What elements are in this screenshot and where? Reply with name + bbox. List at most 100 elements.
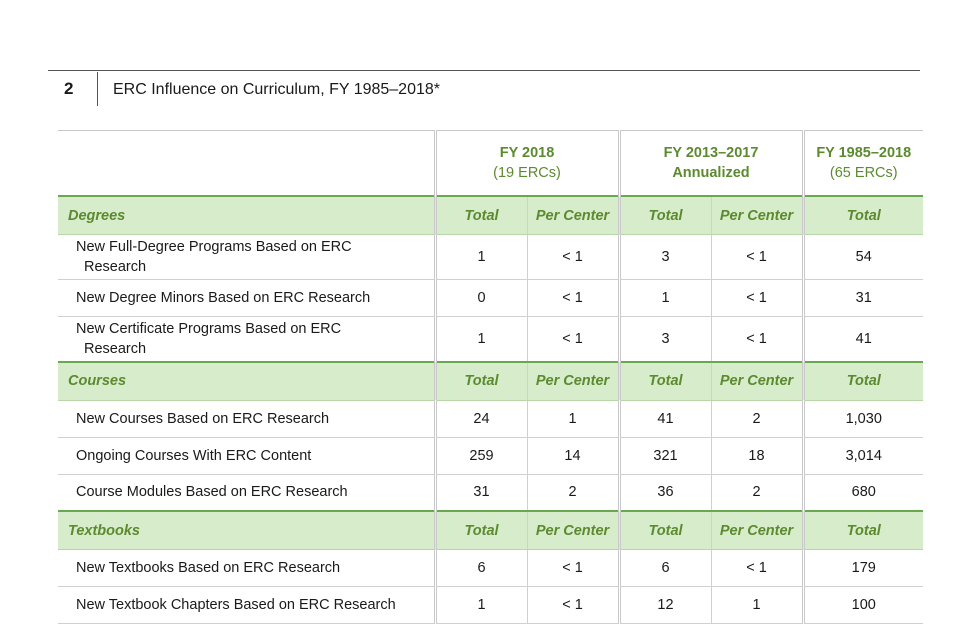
cell-value: 2 — [710, 400, 803, 438]
cell-value: 321 — [617, 437, 711, 475]
header-fy2013-line2: Annualized — [672, 165, 750, 181]
cell-value: 41 — [801, 316, 923, 362]
cell-value: 3 — [617, 316, 711, 362]
cell-value: 1,030 — [801, 400, 923, 438]
subheader-total: Total — [617, 195, 711, 235]
cell-value: 680 — [801, 474, 923, 512]
cell-value: 6 — [433, 549, 527, 587]
subheader-per-center: Per Center — [710, 510, 803, 550]
section-header-row: Textbooks Total Per Center Total Per Center T… — [58, 510, 923, 550]
cell-value: 1 — [710, 586, 803, 624]
row-label: Course Modules Based on ERC Research — [58, 474, 435, 512]
curriculum-table: FY 2018 (19 ERCs) FY 2013–2017 Annualize… — [58, 130, 923, 624]
cell-value: 3,014 — [801, 437, 923, 475]
cell-value: 1 — [433, 234, 527, 280]
cell-value: 54 — [801, 234, 923, 280]
row-label: New Certificate Programs Based on ERC Res… — [58, 316, 435, 362]
subheader-total: Total — [433, 510, 527, 550]
subheader-total: Total — [617, 360, 711, 401]
table-row: Course Modules Based on ERC Research 31 2 3… — [58, 474, 923, 512]
cell-value: 18 — [710, 437, 803, 475]
row-label-line2: Research — [84, 340, 147, 357]
header-fy1985-line1: FY 1985–2018 — [816, 145, 912, 161]
cell-value: 41 — [617, 400, 711, 438]
subheader-per-center: Per Center — [710, 360, 803, 401]
cell-value: 31 — [801, 279, 923, 317]
figure-number: 2 — [48, 72, 98, 106]
row-label-line1: New Textbooks Based on ERC Research — [76, 560, 341, 576]
row-label-line1: Ongoing Courses With ERC Content — [76, 447, 312, 464]
row-label-line1: Course Modules Based on ERC Research — [76, 484, 348, 501]
header-fy1985: FY 1985–2018 (65 ERCs) — [801, 130, 923, 196]
cell-value: < 1 — [710, 234, 803, 280]
cell-value: 12 — [617, 586, 711, 624]
row-label-line1: New Textbook Chapters Based on ERC Resea… — [76, 597, 396, 613]
cell-value: 24 — [433, 400, 527, 438]
table-body: Degrees Total Per Center Total Per Center Tot… — [58, 195, 923, 624]
subheader-total: Total — [433, 195, 527, 235]
table-row: New Textbook Chapters Based on ERC Resea… — [58, 586, 923, 624]
subheader-per-center: Per Center — [526, 195, 619, 235]
row-label: Ongoing Courses With ERC Content — [58, 437, 435, 475]
table-row: New Full-Degree Programs Based on ERC Res… — [58, 234, 923, 280]
row-label-line1: New Full-Degree Programs Based on ERC — [76, 239, 352, 255]
top-rule — [48, 70, 920, 71]
cell-value: 3 — [617, 234, 711, 280]
cell-value: < 1 — [710, 279, 803, 317]
section-name: Textbooks — [58, 510, 435, 550]
header-fy2013: FY 2013–2017 Annualized — [617, 130, 803, 196]
table-row: Ongoing Courses With ERC Content 259 14 321… — [58, 437, 923, 475]
row-label-line2: Research — [84, 259, 147, 275]
cell-value: 6 — [617, 549, 711, 587]
row-label: New Full-Degree Programs Based on ERC Res… — [58, 234, 435, 280]
row-label-line1: New Certificate Programs Based on ERC — [76, 320, 342, 337]
cell-value: 1 — [433, 586, 527, 624]
table-row: New Degree Minors Based on ERC Research 0… — [58, 279, 923, 317]
cell-value: 14 — [526, 437, 619, 475]
subheader-total: Total — [617, 510, 711, 550]
cell-value: < 1 — [526, 316, 619, 362]
subheader-total: Total — [801, 510, 923, 550]
cell-value: < 1 — [526, 234, 619, 280]
subheader-per-center: Per Center — [526, 510, 619, 550]
row-label: New Degree Minors Based on ERC Research — [58, 279, 435, 317]
cell-value: 31 — [433, 474, 527, 512]
cell-value: 0 — [433, 279, 527, 317]
subheader-per-center: Per Center — [526, 360, 619, 401]
header-fy2018: FY 2018 (19 ERCs) — [433, 130, 619, 196]
figure-title: ERC Influence on Curriculum, FY 1985–201… — [113, 81, 440, 98]
table-row: New Courses Based on ERC Research 24 1 41 2 1… — [58, 400, 923, 438]
cell-value: 179 — [801, 549, 923, 587]
cell-value: 1 — [617, 279, 711, 317]
cell-value: 36 — [617, 474, 711, 512]
cell-value: 1 — [526, 400, 619, 438]
cell-value: < 1 — [526, 549, 619, 587]
cell-value: 100 — [801, 586, 923, 624]
cell-value: 259 — [433, 437, 527, 475]
header-fy2013-line1: FY 2013–2017 — [663, 145, 759, 161]
section-name: Degrees — [58, 195, 435, 235]
header-fy1985-line2: (65 ERCs) — [829, 165, 898, 181]
subheader-total: Total — [433, 360, 527, 401]
section-header-row: Courses Total Per Center Total Per Center Tot… — [58, 360, 923, 401]
cell-value: 2 — [526, 474, 619, 512]
subheader-total: Total — [801, 195, 923, 235]
row-label: New Textbooks Based on ERC Research — [58, 549, 435, 587]
row-label-line1: New Degree Minors Based on ERC Research — [76, 290, 371, 306]
row-label: New Courses Based on ERC Research — [58, 400, 435, 438]
subheader-per-center: Per Center — [710, 195, 803, 235]
column-header-row: FY 2018 (19 ERCs) FY 2013–2017 Annualize… — [58, 130, 923, 196]
header-fy2018-line1: FY 2018 — [499, 145, 555, 161]
cell-value: < 1 — [526, 279, 619, 317]
row-label-line1: New Courses Based on ERC Research — [76, 410, 330, 427]
cell-value: < 1 — [710, 316, 803, 362]
cell-value: 2 — [710, 474, 803, 512]
table-row: New Certificate Programs Based on ERC Res… — [58, 316, 923, 362]
section-name: Courses — [58, 360, 435, 401]
row-label: New Textbook Chapters Based on ERC Resea… — [58, 586, 435, 624]
cell-value: 1 — [433, 316, 527, 362]
cell-value: < 1 — [710, 549, 803, 587]
section-header-row: Degrees Total Per Center Total Per Center Tot… — [58, 195, 923, 235]
header-blank — [58, 130, 435, 196]
